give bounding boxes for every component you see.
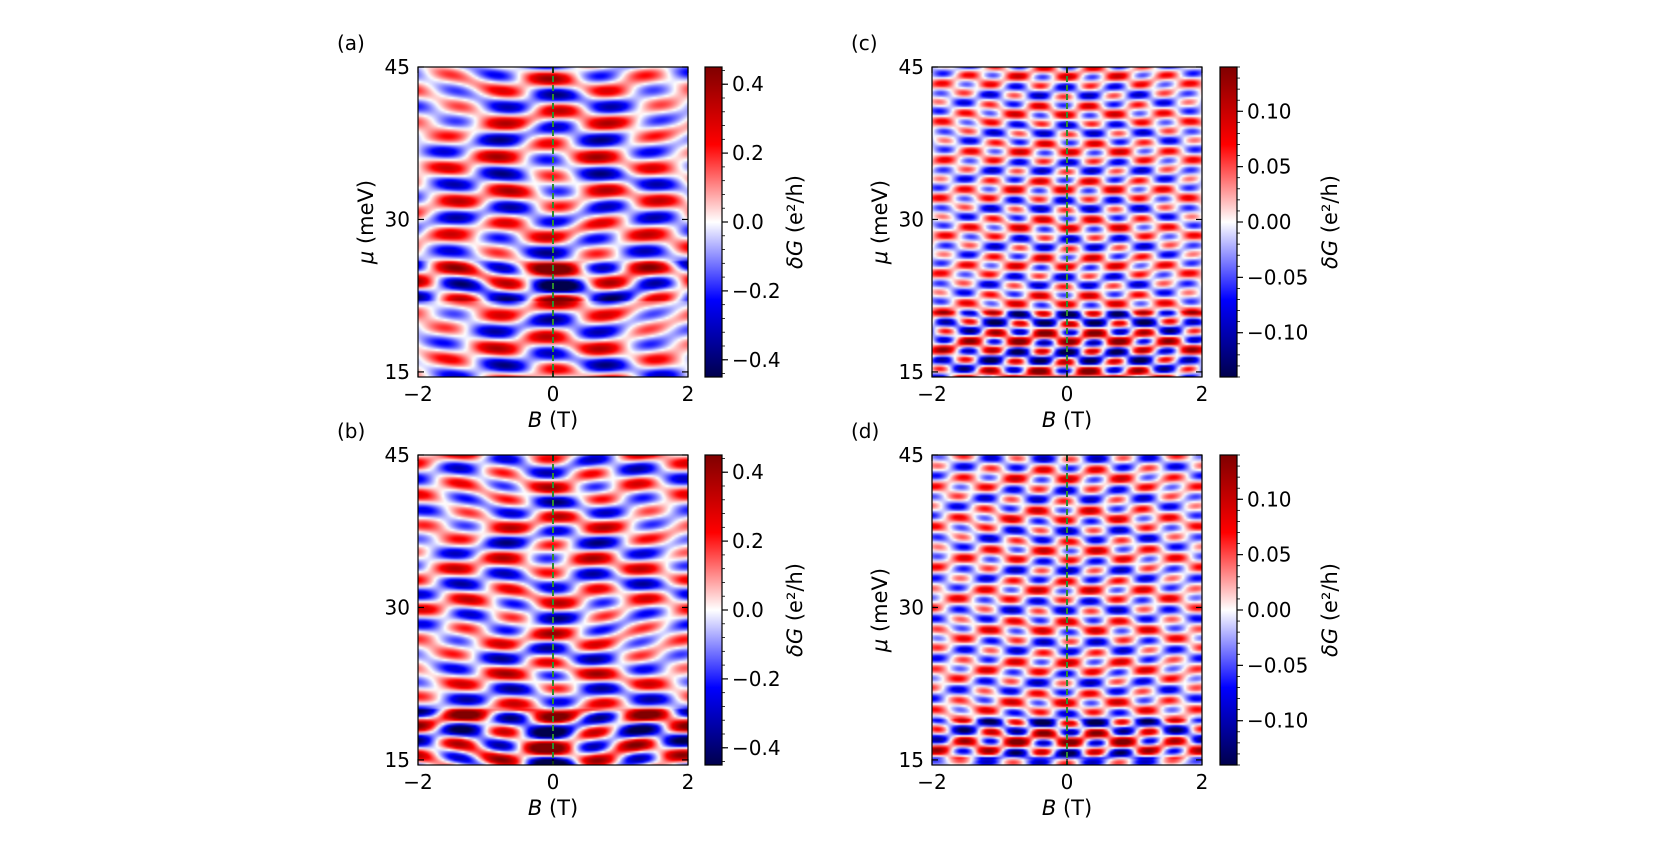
x-tick-label: 0 (547, 770, 560, 794)
colorbar-tick-label: −0.05 (1247, 265, 1308, 289)
x-tick-label: 0 (547, 382, 560, 406)
x-tick-label: 2 (1196, 770, 1209, 794)
colorbar-gradient-d (1219, 454, 1238, 766)
x-axis-label-b: B (T) (528, 796, 578, 820)
colorbar-tick-label: −0.2 (732, 279, 781, 303)
colorbar-tick-label: 0.0 (732, 210, 764, 234)
colorbar-tick-label: −0.2 (732, 667, 781, 691)
colorbar-tick-label: −0.4 (732, 736, 781, 760)
panel-label-c: (c) (851, 31, 878, 55)
y-tick-label: 30 (385, 595, 410, 619)
x-tick-label: −2 (917, 382, 946, 406)
colorbar-label-d: δG (e²/h) (1318, 563, 1342, 657)
colorbar-d: −0.10 −0.05 0.00 0.05 0.10 δG (e²/h) (1219, 454, 1342, 766)
x-tick-label: 0 (1061, 770, 1074, 794)
y-axis-label-a: μ (meV) (354, 180, 378, 265)
colorbar-label-a: δG (e²/h) (783, 175, 807, 269)
x-tick-label: 2 (682, 382, 695, 406)
colorbar-tick-label: 0.05 (1247, 543, 1292, 567)
panel-c: −2 0 2 15 30 45 B (T) μ (meV) (c) −0.10 −0.05 0.00 0… (851, 31, 1342, 432)
colorbar-gradient-c (1219, 66, 1238, 378)
colorbar-gradient-b (704, 454, 723, 766)
x-tick-label: −2 (403, 382, 432, 406)
x-tick-label: −2 (403, 770, 432, 794)
panel-a: −2 0 2 15 30 45 B (T) μ (meV) (a) −0.4 −0.2 0.0 0.2 0… (337, 31, 807, 432)
colorbar-tick-label: −0.4 (732, 348, 781, 372)
colorbar-tick-label: 0.2 (732, 529, 764, 553)
y-tick-label: 15 (899, 360, 924, 384)
panel-label-b: (b) (337, 419, 365, 443)
panel-d: −2 0 2 15 30 45 B (T) μ (meV) (d) −0.10 −0.05 0.00 0… (851, 419, 1342, 820)
x-axis-label-c: B (T) (1042, 408, 1092, 432)
y-tick-label: 15 (899, 748, 924, 772)
colorbar-tick-label: 0.00 (1247, 210, 1292, 234)
colorbar-label-b: δG (e²/h) (783, 563, 807, 657)
y-tick-label: 30 (899, 595, 924, 619)
colorbar-c: −0.10 −0.05 0.00 0.05 0.10 δG (e²/h) (1219, 66, 1342, 378)
colorbar-tick-label: 0.05 (1247, 155, 1292, 179)
colorbar-gradient-a (704, 66, 723, 378)
y-tick-label: 15 (385, 748, 410, 772)
colorbar-a: −0.4 −0.2 0.0 0.2 0.4 δG (e²/h) (704, 66, 807, 378)
y-tick-label: 45 (899, 55, 924, 79)
x-axis-label-a: B (T) (528, 408, 578, 432)
x-tick-label: 0 (1061, 382, 1074, 406)
colorbar-tick-label: −0.10 (1247, 321, 1308, 345)
x-tick-label: 2 (1196, 382, 1209, 406)
panel-b: −2 0 2 15 30 45 B (T) (b) −0.4 −0.2 0.0 0.2 0.4 δG (e… (337, 419, 807, 820)
colorbar-tick-label: 0.4 (732, 460, 764, 484)
y-tick-label: 30 (385, 207, 410, 231)
colorbar-tick-label: 0.10 (1247, 99, 1292, 123)
x-tick-label: −2 (917, 770, 946, 794)
panel-label-a: (a) (337, 31, 365, 55)
colorbar-tick-label: 0.2 (732, 141, 764, 165)
colorbar-tick-label: 0.10 (1247, 487, 1292, 511)
colorbar-label-c: δG (e²/h) (1318, 175, 1342, 269)
colorbar-tick-label: 0.00 (1247, 598, 1292, 622)
colorbar-tick-label: −0.10 (1247, 709, 1308, 733)
y-tick-label: 45 (385, 443, 410, 467)
x-tick-label: 2 (682, 770, 695, 794)
x-axis-label-d: B (T) (1042, 796, 1092, 820)
colorbar-tick-label: −0.05 (1247, 653, 1308, 677)
y-tick-label: 45 (385, 55, 410, 79)
y-tick-label: 30 (899, 207, 924, 231)
colorbar-tick-label: 0.0 (732, 598, 764, 622)
y-axis-label-d: μ (meV) (868, 568, 892, 653)
panel-label-d: (d) (851, 419, 879, 443)
y-tick-label: 15 (385, 360, 410, 384)
y-axis-label-c: μ (meV) (868, 180, 892, 265)
colorbar-b: −0.4 −0.2 0.0 0.2 0.4 δG (e²/h) (704, 454, 807, 766)
colorbar-tick-label: 0.4 (732, 72, 764, 96)
y-tick-label: 45 (899, 443, 924, 467)
